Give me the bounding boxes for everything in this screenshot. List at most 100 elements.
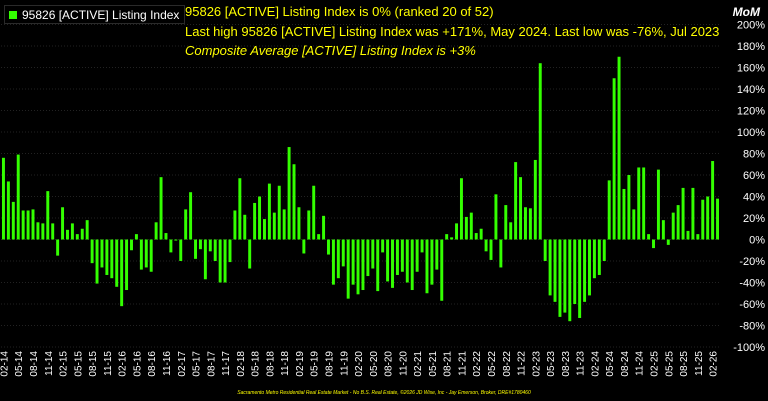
bar <box>277 185 281 240</box>
bar <box>617 56 621 240</box>
bar <box>479 228 483 240</box>
bar <box>100 239 104 268</box>
x-tick-label: 11-20 <box>398 351 409 376</box>
bar <box>622 188 626 240</box>
bar <box>322 215 326 240</box>
legend: 95826 [ACTIVE] Listing Index <box>4 5 186 24</box>
bar <box>203 239 207 280</box>
bar <box>292 164 296 240</box>
bar <box>666 239 670 245</box>
bar <box>331 239 335 285</box>
x-tick-label: 11-19 <box>339 351 350 376</box>
bar <box>125 239 129 291</box>
bar <box>233 210 237 240</box>
y-tick-label: 80% <box>743 149 765 161</box>
bar <box>706 196 710 240</box>
bar <box>307 210 311 240</box>
bar <box>253 202 257 240</box>
bar <box>494 194 498 240</box>
bar <box>607 180 611 240</box>
bar <box>218 239 222 283</box>
bar <box>489 239 493 260</box>
bar <box>297 207 301 240</box>
bar <box>642 167 646 240</box>
bar <box>169 239 173 253</box>
x-tick-label: 02-21 <box>413 351 424 377</box>
bar <box>149 239 153 272</box>
bar <box>56 239 60 256</box>
bar <box>592 239 596 279</box>
bar <box>528 208 532 240</box>
bar <box>248 239 252 269</box>
bar <box>450 237 454 240</box>
bar <box>514 162 518 240</box>
bar <box>208 239 212 252</box>
bar <box>410 239 414 291</box>
bar <box>464 216 468 240</box>
mom-label: MoM <box>732 5 760 19</box>
x-tick-label: 05-21 <box>428 351 439 377</box>
x-tick-label: 11-17 <box>221 351 232 376</box>
x-tick-label: 02-18 <box>236 351 247 377</box>
bar <box>583 239 587 302</box>
x-tick-label: 08-14 <box>29 351 40 377</box>
bar <box>509 222 513 240</box>
x-axis-labels: 02-14 05-14 08-14 11-14 02-15 05-15 08-15 11-15… <box>0 351 720 377</box>
bar <box>435 239 439 270</box>
bar <box>164 233 168 240</box>
x-tick-label: 05-20 <box>369 351 380 377</box>
bar <box>351 239 355 285</box>
bar <box>632 209 636 240</box>
bar <box>139 239 143 270</box>
y-tick-label: -40% <box>739 278 765 290</box>
x-tick-label: 08-16 <box>147 351 158 377</box>
bar <box>6 181 10 240</box>
bar <box>198 239 202 250</box>
bar <box>499 239 503 268</box>
footer-credit: Sacramento Metro Residential Real Estate… <box>237 390 531 396</box>
bar <box>543 239 547 261</box>
bar <box>262 219 266 240</box>
x-tick-label: 02-15 <box>59 351 70 377</box>
x-tick-label: 08-17 <box>206 351 217 377</box>
y-tick-label: 180% <box>737 41 765 53</box>
legend-label: 95826 [ACTIVE] Listing Index <box>22 7 180 22</box>
x-tick-label: 08-22 <box>502 351 513 377</box>
x-tick-label: 05-15 <box>73 351 84 377</box>
y-tick-label: -20% <box>739 256 765 268</box>
bar <box>716 198 720 240</box>
bar <box>90 239 94 264</box>
bar <box>676 205 680 240</box>
y-tick-label: 0% <box>749 235 765 247</box>
bar <box>115 239 119 287</box>
bar <box>681 187 685 240</box>
bar <box>573 239 577 304</box>
bar <box>16 154 20 240</box>
y-tick-label: 120% <box>737 106 765 118</box>
x-tick-label: 11-24 <box>635 351 646 376</box>
x-tick-label: 02-25 <box>650 351 661 377</box>
bar <box>524 207 527 240</box>
bar <box>430 239 434 285</box>
bar <box>31 209 35 240</box>
x-tick-label: 02-19 <box>295 351 306 377</box>
x-tick-label: 08-15 <box>88 351 99 377</box>
x-tick-label: 11-21 <box>458 351 469 376</box>
y-tick-label: 200% <box>737 20 765 32</box>
x-tick-label: 11-16 <box>162 351 173 376</box>
bar <box>243 214 247 240</box>
bar <box>395 239 399 275</box>
bar <box>612 78 616 240</box>
bar <box>548 239 552 296</box>
bar <box>144 239 148 268</box>
bar <box>361 239 365 291</box>
x-tick-label: 11-25 <box>694 351 705 376</box>
bar <box>445 234 449 240</box>
bar <box>21 210 25 240</box>
bar <box>327 239 330 255</box>
bar <box>391 239 394 288</box>
bar <box>558 239 562 317</box>
bar <box>627 175 631 240</box>
